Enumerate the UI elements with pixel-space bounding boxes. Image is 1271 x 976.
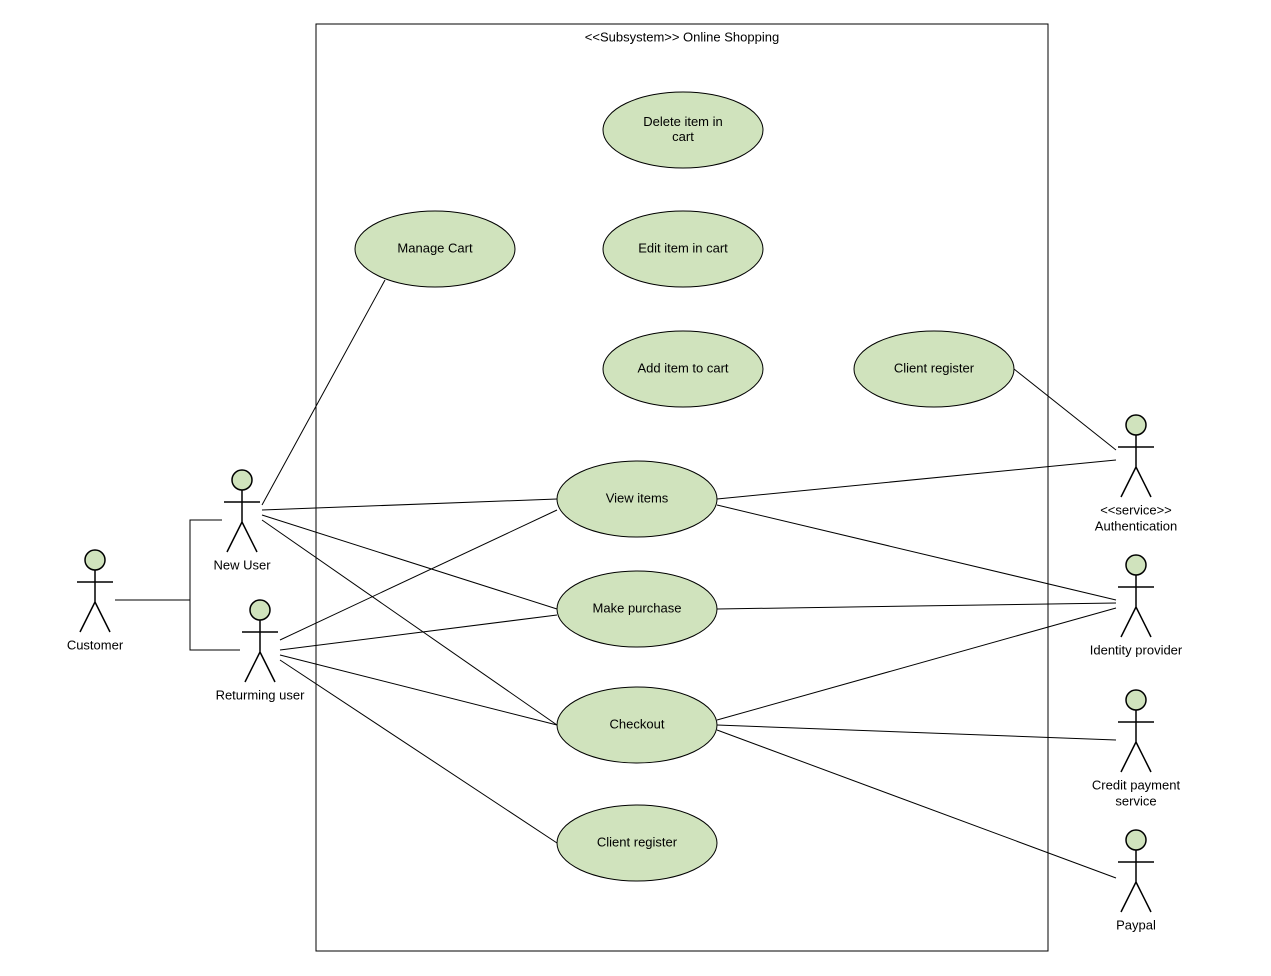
actor-stereotype: <<service>>: [1100, 502, 1172, 517]
actor-head-icon: [232, 470, 252, 490]
actor-body-icon: [242, 620, 278, 682]
actor-head-icon: [250, 600, 270, 620]
actor-head-icon: [1126, 555, 1146, 575]
edge: [717, 603, 1116, 609]
edge: [262, 280, 385, 505]
usecase-label: Edit item in cart: [638, 240, 728, 255]
edge: [717, 730, 1116, 878]
actor-label: Authentication: [1095, 518, 1177, 533]
edge: [717, 460, 1116, 499]
actor-body-icon: [1118, 850, 1154, 912]
edge: [262, 515, 557, 609]
actor-body-icon: [1118, 710, 1154, 772]
edge: [717, 725, 1116, 740]
usecase-label: Delete item in: [643, 114, 722, 129]
usecase-label: Client register: [597, 834, 678, 849]
actor-label: New User: [213, 557, 271, 572]
usecase-label: Add item to cart: [637, 360, 728, 375]
usecase-label: View items: [606, 490, 669, 505]
usecase-label: Manage Cart: [397, 240, 473, 255]
edge: [262, 520, 557, 725]
subsystem-title: <<Subsystem>> Online Shopping: [585, 29, 779, 44]
actor-head-icon: [1126, 690, 1146, 710]
usecase-label: Make purchase: [593, 600, 682, 615]
edge: [280, 660, 557, 843]
actor-body-icon: [1118, 575, 1154, 637]
edge: [190, 600, 240, 650]
actor-body-icon: [224, 490, 260, 552]
actor-body-icon: [77, 570, 113, 632]
edge: [717, 608, 1116, 720]
usecase-label: cart: [672, 129, 694, 144]
use-case-diagram: <<Subsystem>> Online Shopping Delete ite…: [0, 0, 1271, 976]
actor-a_paypal: Paypal: [1116, 830, 1156, 932]
edge: [262, 499, 557, 510]
edge: [717, 505, 1116, 600]
actor-label: Customer: [67, 637, 124, 652]
actor-label: Identity provider: [1090, 642, 1183, 657]
actor-body-icon: [1118, 435, 1154, 497]
actor-a_identity: Identity provider: [1090, 555, 1183, 657]
actor-a_newuser: New User: [213, 470, 271, 572]
actor-a_customer: Customer: [67, 550, 124, 652]
actor-a_auth: <<service>>Authentication: [1095, 415, 1177, 533]
actor-label: Returming user: [216, 687, 306, 702]
usecase-label: Checkout: [610, 716, 665, 731]
usecases-layer: Delete item incart Manage Cart Edit item i…: [355, 92, 1014, 881]
actor-label: service: [1115, 793, 1156, 808]
edge: [280, 655, 557, 725]
actor-a_returning: Returming user: [216, 600, 306, 702]
actor-head-icon: [85, 550, 105, 570]
edge: [1014, 369, 1116, 450]
actor-head-icon: [1126, 415, 1146, 435]
actor-label: Paypal: [1116, 917, 1156, 932]
usecase-label: Client register: [894, 360, 975, 375]
actor-label: Credit payment: [1092, 777, 1181, 792]
actor-a_credit: Credit paymentservice: [1092, 690, 1181, 808]
actor-head-icon: [1126, 830, 1146, 850]
